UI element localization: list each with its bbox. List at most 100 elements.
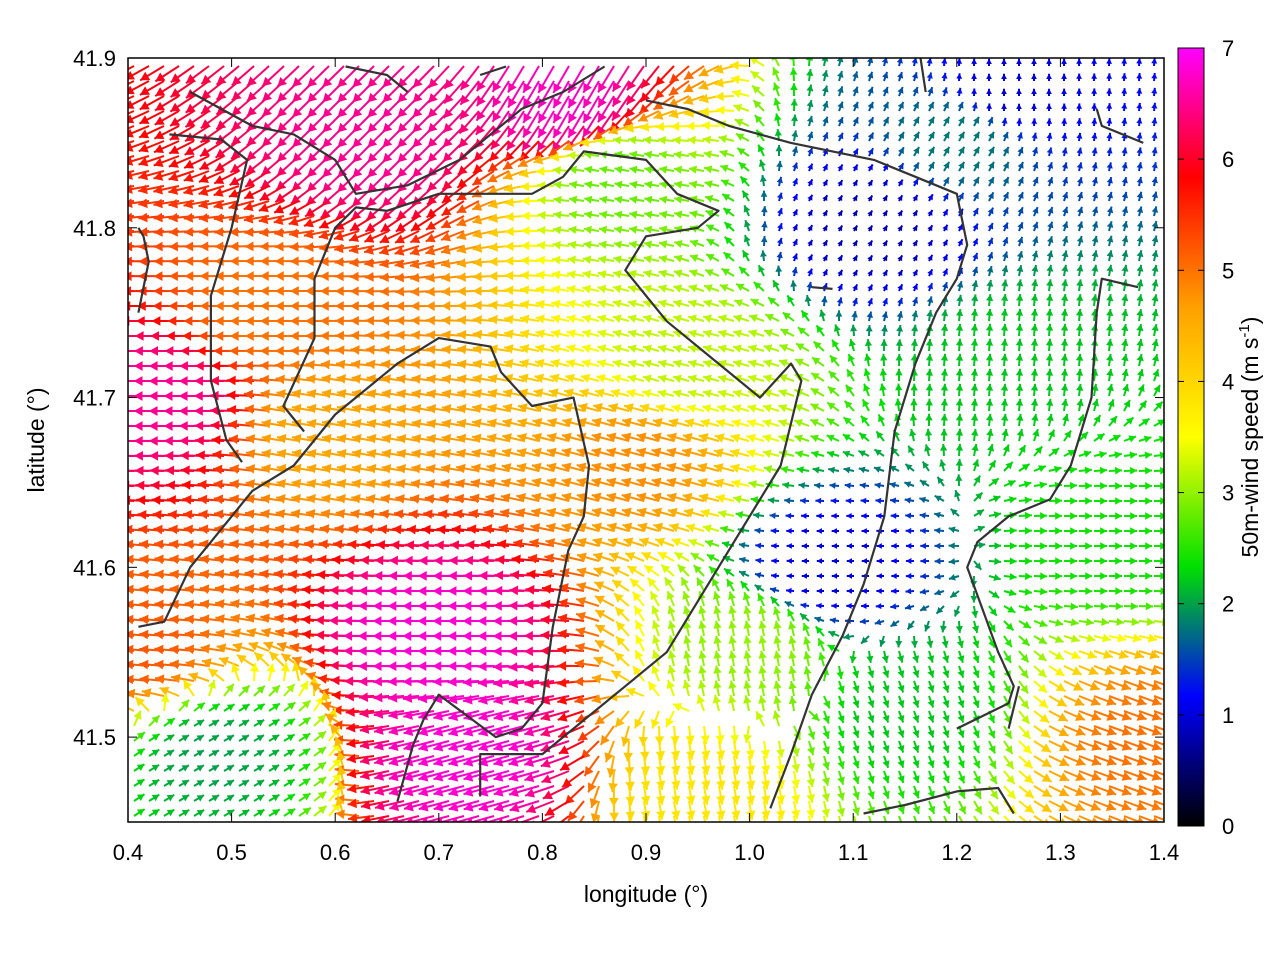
wind-vector — [867, 163, 874, 172]
wind-vector — [897, 71, 904, 82]
wind-vector — [138, 140, 165, 153]
wind-vector — [653, 95, 675, 111]
wind-vector — [628, 135, 645, 145]
wind-vector — [1062, 176, 1069, 187]
colorbar-tick-label: 0 — [1222, 814, 1234, 839]
wind-vector — [1062, 206, 1069, 217]
wind-vector — [956, 58, 963, 67]
wind-vector — [958, 116, 966, 127]
wind-vector — [582, 110, 600, 138]
wind-vector — [199, 140, 225, 158]
wind-vector — [1106, 221, 1114, 232]
wind-vector — [1002, 176, 1010, 187]
wind-vector — [658, 225, 675, 234]
wind-vector — [837, 209, 844, 217]
wind-vector — [761, 206, 768, 217]
wind-vector — [1091, 221, 1099, 232]
colorbar-tick-label: 2 — [1222, 592, 1234, 617]
wind-vector — [552, 95, 570, 124]
wind-vector — [1136, 220, 1144, 232]
wind-vector — [521, 125, 540, 152]
wind-vector — [821, 58, 829, 67]
wind-vector — [772, 82, 781, 97]
wind-vector — [1031, 88, 1037, 97]
wind-vector — [897, 86, 904, 97]
wind-vector — [184, 110, 210, 128]
wind-vector — [629, 150, 645, 159]
wind-vector — [1106, 117, 1113, 127]
wind-vector — [852, 194, 859, 202]
wind-vector — [128, 80, 150, 95]
wind-vector — [1121, 191, 1128, 202]
wind-vector — [348, 230, 375, 242]
wind-vector — [260, 155, 285, 176]
wind-vector — [852, 86, 859, 97]
wind-vector — [714, 91, 735, 102]
wind-vector — [1136, 58, 1143, 67]
wind-vector — [659, 180, 675, 189]
wind-vector — [882, 179, 889, 187]
wind-vector — [394, 230, 420, 244]
wind-vector — [926, 58, 933, 67]
wind-vector — [704, 195, 720, 203]
wind-vector — [506, 110, 525, 138]
wind-vector — [231, 95, 255, 117]
wind-vector — [1136, 147, 1143, 157]
wind-vector — [687, 135, 705, 145]
wind-vector — [215, 65, 240, 86]
wind-vector — [1061, 58, 1067, 67]
wind-vector — [758, 159, 766, 172]
wind-vector — [1032, 146, 1039, 157]
wind-vector — [973, 176, 980, 187]
wind-vector — [409, 230, 435, 244]
wind-vector — [275, 170, 300, 191]
wind-vector — [686, 121, 705, 131]
wind-vector — [592, 125, 615, 141]
wind-vector — [674, 180, 690, 189]
wind-vector — [927, 193, 934, 202]
wind-vector — [304, 200, 330, 218]
wind-vector — [1046, 118, 1053, 127]
wind-vector — [1136, 176, 1143, 187]
wind-vector — [1106, 132, 1113, 142]
wind-vector — [1032, 206, 1039, 217]
wind-vector — [943, 116, 951, 127]
wind-vector — [792, 223, 799, 232]
wind-vector — [153, 125, 180, 140]
wind-vector — [1002, 131, 1009, 142]
wind-vector — [611, 95, 630, 122]
wind-vector — [942, 224, 949, 232]
wind-vector — [926, 72, 933, 82]
wind-vector — [458, 110, 480, 135]
wind-vector — [1136, 132, 1143, 142]
wind-vector — [274, 185, 300, 203]
wind-vector — [440, 215, 465, 229]
wind-vector — [734, 118, 750, 127]
wind-vector — [550, 152, 570, 162]
wind-vector — [1151, 132, 1158, 142]
wind-vector — [971, 88, 978, 97]
wind-vector — [1002, 161, 1010, 172]
wind-vector — [760, 190, 768, 202]
wind-vector — [614, 195, 630, 204]
wind-vector — [379, 230, 405, 244]
wind-vector — [807, 194, 814, 202]
wind-vector — [852, 71, 859, 82]
wind-vector — [553, 195, 570, 205]
wind-vector — [364, 230, 390, 243]
wind-vector — [579, 137, 600, 148]
wind-vector — [720, 179, 735, 187]
wind-vector — [741, 190, 750, 202]
wind-vector — [731, 89, 750, 99]
wind-vector — [1047, 206, 1054, 217]
x-tick-label: 0.5 — [216, 840, 247, 865]
wind-vector — [1076, 147, 1083, 157]
wind-vector — [1121, 73, 1128, 82]
wind-vector — [705, 209, 720, 218]
wind-vector — [1047, 191, 1054, 202]
wind-vector — [822, 100, 829, 112]
wind-vector — [153, 140, 180, 154]
wind-vector — [456, 215, 480, 227]
wind-vector — [807, 224, 814, 232]
wind-vector — [425, 215, 450, 231]
